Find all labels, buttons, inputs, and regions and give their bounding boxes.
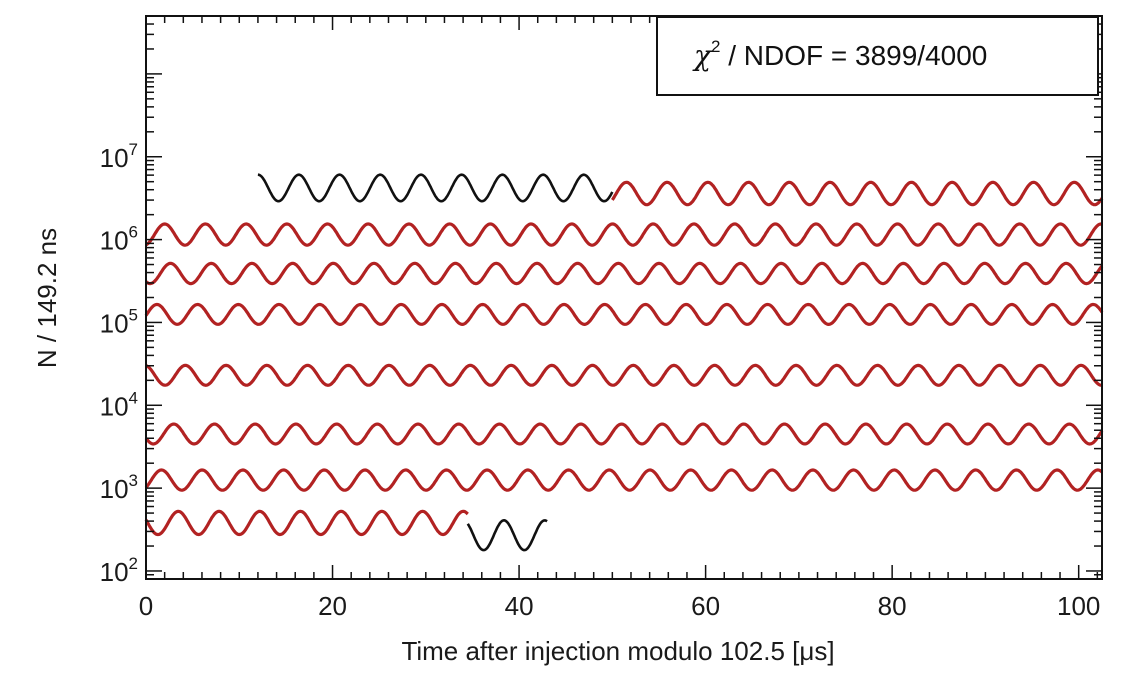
fit-curve-4 <box>144 302 1104 326</box>
y-tick-label-3: 103 <box>100 471 138 504</box>
fit-curve-1 <box>610 180 1104 207</box>
data-curve-9 <box>466 518 548 552</box>
y-tick-base: 10 <box>100 557 129 587</box>
y-tick-exponent: 2 <box>129 554 138 573</box>
y-tick-label-6: 106 <box>100 223 138 256</box>
fit-curve-6 <box>144 422 1104 446</box>
y-tick-base: 10 <box>100 391 129 421</box>
axis-ticks-layer <box>145 15 1102 580</box>
data-curve-0 <box>257 173 614 203</box>
y-tick-base: 10 <box>100 308 129 338</box>
fit-curve-3 <box>144 261 1104 286</box>
fit-curve-8 <box>144 509 469 537</box>
y-tick-label-7: 107 <box>100 140 138 173</box>
x-tick-label-80: 80 <box>878 591 907 621</box>
fit-curve-5 <box>145 363 1103 387</box>
y-tick-base: 10 <box>100 226 129 256</box>
fit-curve-2 <box>145 222 1103 247</box>
chi2-annotation-text: χ2 / NDOF = 3899/4000 <box>692 37 987 72</box>
chi2-ndof-text: / NDOF = 3899/4000 <box>720 40 987 71</box>
annotation-frame <box>656 16 1099 96</box>
plot-series-layer <box>144 173 1104 552</box>
x-tick-label-60: 60 <box>691 591 720 621</box>
y-tick-base: 10 <box>100 474 129 504</box>
x-tick-label-40: 40 <box>505 591 534 621</box>
fit-curve-7 <box>144 468 1104 492</box>
y-tick-exponent: 5 <box>129 305 138 324</box>
x-axis-title: Time after injection modulo 102.5 [μs] <box>401 636 834 666</box>
chi2-annotation-box: χ2 / NDOF = 3899/4000 <box>656 16 1099 96</box>
y-tick-label-2: 102 <box>100 554 138 587</box>
plot-frame <box>145 15 1103 580</box>
y-tick-base: 10 <box>100 143 129 173</box>
y-tick-exponent: 3 <box>129 471 138 490</box>
y-tick-exponent: 6 <box>129 223 138 242</box>
y-tick-exponent: 7 <box>129 140 138 159</box>
x-tick-label-20: 20 <box>318 591 347 621</box>
x-tick-label-100: 100 <box>1057 591 1100 621</box>
y-tick-label-4: 104 <box>100 388 138 421</box>
y-tick-label-5: 105 <box>100 305 138 338</box>
y-axis-title: N / 149.2 ns <box>32 228 62 368</box>
x-tick-label-0: 0 <box>139 591 153 621</box>
chi2-symbol: χ <box>692 39 713 72</box>
chi2-exponent: 2 <box>711 37 720 56</box>
y-tick-exponent: 4 <box>129 388 138 407</box>
